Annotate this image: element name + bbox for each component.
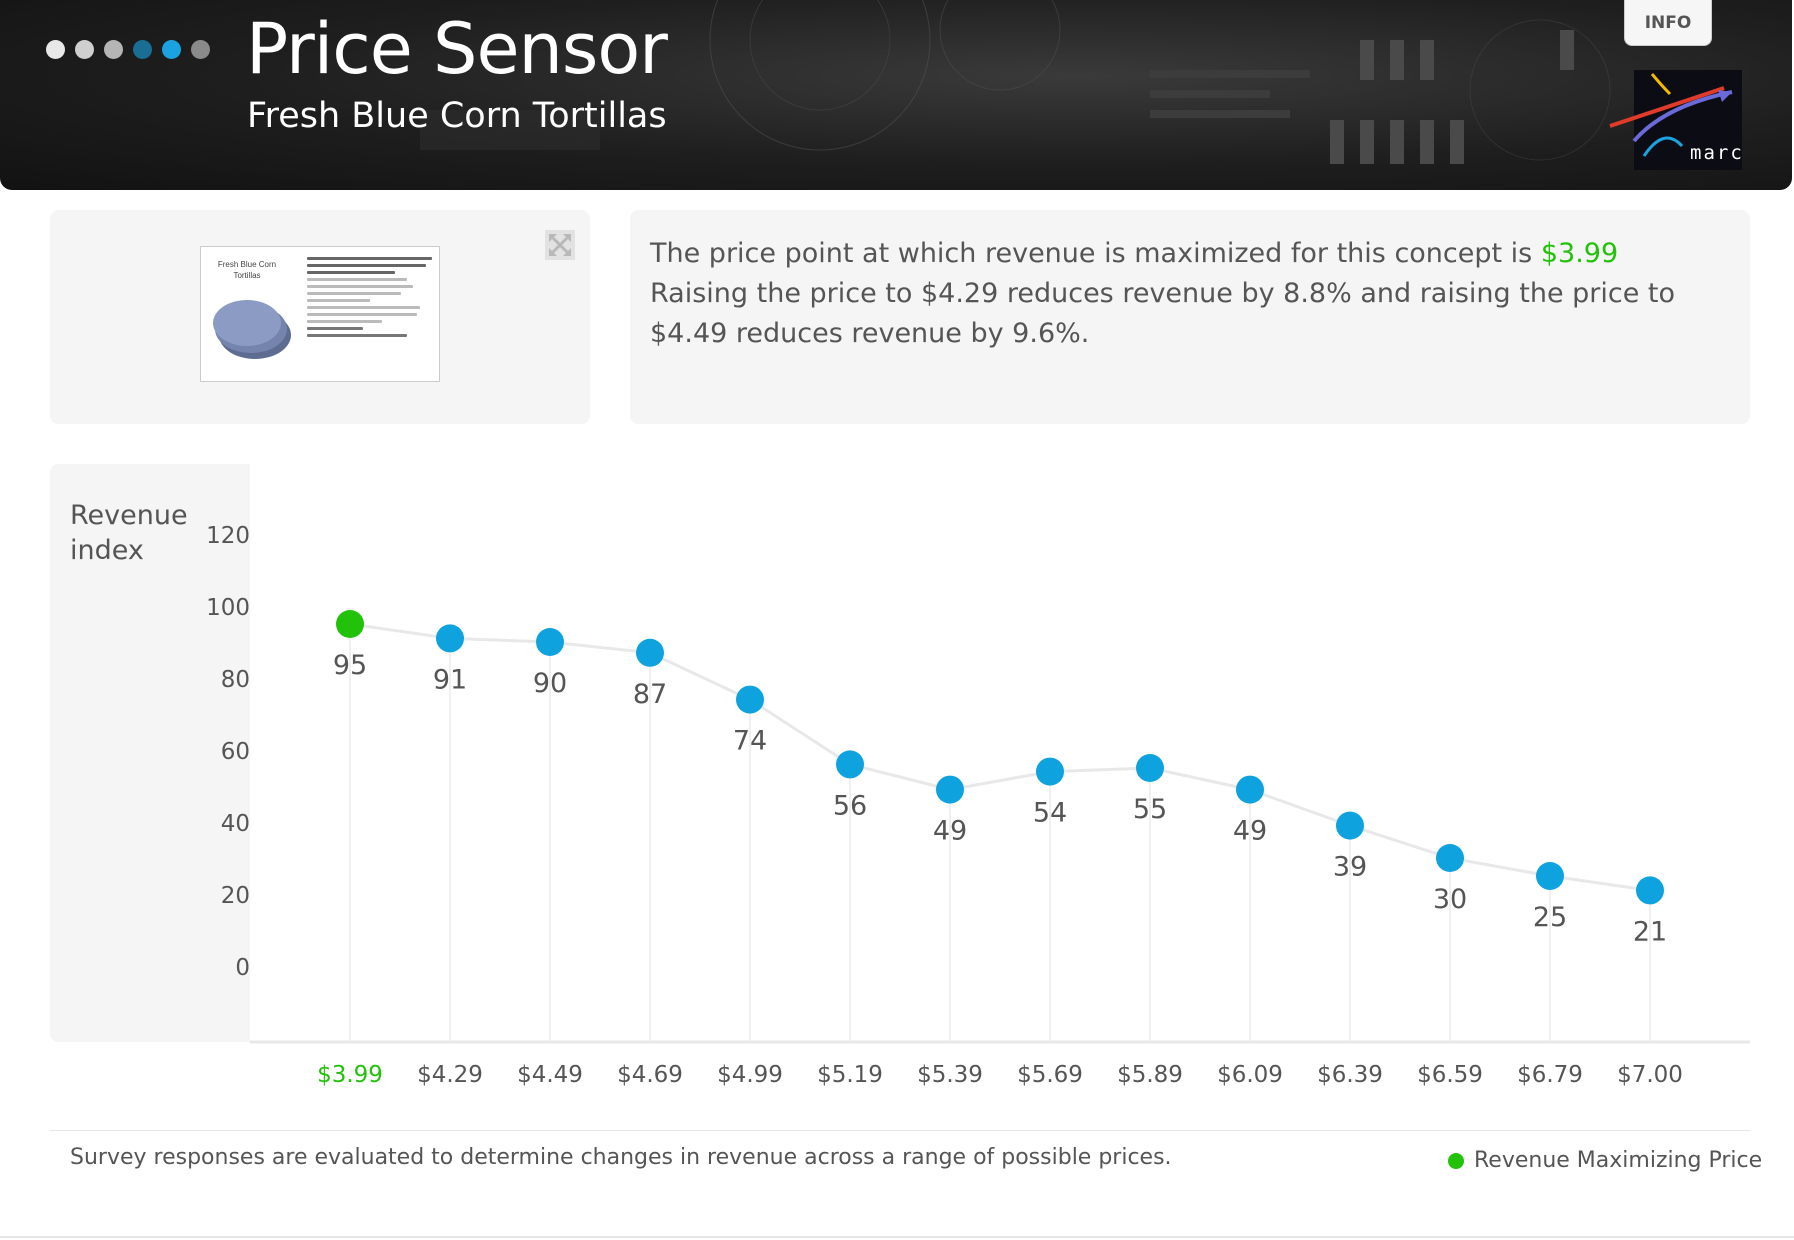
x-tick-label: $7.00 xyxy=(1617,1062,1683,1088)
progress-dot[interactable] xyxy=(133,40,152,59)
data-label: 39 xyxy=(1333,852,1367,883)
summary-line-3: $4.49 reduces revenue by 9.6%. xyxy=(650,318,1090,349)
data-point[interactable] xyxy=(1036,757,1064,786)
data-point[interactable] xyxy=(736,685,764,714)
y-tick-label: 60 xyxy=(221,739,250,765)
data-point[interactable] xyxy=(836,750,864,779)
data-label: 49 xyxy=(1233,816,1267,847)
concept-thumbnail-title: Fresh Blue Corn Tortillas xyxy=(217,260,277,280)
y-axis-label: Revenue index xyxy=(70,498,188,568)
data-label: 25 xyxy=(1533,902,1567,933)
expand-icon[interactable] xyxy=(545,230,575,260)
legend-label: Revenue Maximizing Price xyxy=(1474,1148,1763,1173)
chart-axis-panel: Revenue index xyxy=(50,464,250,1042)
y-axis-label-line: index xyxy=(70,535,144,566)
legend: Revenue Maximizing Price xyxy=(1448,1148,1762,1173)
x-tick-label: $5.69 xyxy=(1017,1062,1083,1088)
progress-dot[interactable] xyxy=(191,40,210,59)
x-tick-label: $6.79 xyxy=(1517,1062,1583,1088)
header-banner: Price Sensor Fresh Blue Corn Tortillas xyxy=(0,0,1792,190)
data-label: 74 xyxy=(733,726,767,757)
series-line xyxy=(349,622,1651,892)
summary-text: The price point at which revenue is maxi… xyxy=(650,234,1730,354)
data-point[interactable] xyxy=(536,628,564,656)
data-label: 49 xyxy=(933,816,967,847)
data-point[interactable] xyxy=(936,775,964,804)
info-button[interactable]: INFO xyxy=(1624,0,1712,46)
header-background-graphic xyxy=(420,0,1611,164)
x-tick-label: $5.39 xyxy=(917,1062,983,1088)
concept-panel: Fresh Blue Corn Tortillas xyxy=(50,210,590,424)
footer-divider xyxy=(50,1130,1750,1131)
data-point[interactable] xyxy=(1336,811,1364,840)
progress-dots xyxy=(46,40,210,59)
x-tick-label: $4.99 xyxy=(717,1062,783,1088)
data-point[interactable] xyxy=(1536,862,1564,890)
data-label: 91 xyxy=(433,664,467,695)
data-point[interactable] xyxy=(1136,754,1164,782)
legend-green-dot xyxy=(1448,1152,1464,1169)
data-point[interactable] xyxy=(436,624,464,653)
summary-line-1: The price point at which revenue is maxi… xyxy=(650,234,1730,274)
x-tick-label: $4.49 xyxy=(517,1062,583,1088)
marc-logo xyxy=(1609,70,1742,170)
progress-dot[interactable] xyxy=(46,40,65,59)
data-point[interactable] xyxy=(1436,844,1464,872)
x-tick-label: $6.59 xyxy=(1417,1062,1483,1088)
data-label: 56 xyxy=(833,790,867,821)
summary-line-2: Raising the price to $4.29 reduces reven… xyxy=(650,278,1676,309)
data-point[interactable] xyxy=(1236,775,1264,804)
x-tick-label: $6.09 xyxy=(1217,1062,1283,1088)
progress-dot[interactable] xyxy=(75,40,94,59)
y-tick-label: 100 xyxy=(206,595,250,621)
data-point[interactable] xyxy=(636,638,664,667)
tortilla-image xyxy=(213,300,291,359)
revenue-chart: 0 20 40 60 80 100 120 95 91 90 87 74 56 49 54 55 49 39 30 2… xyxy=(206,523,1750,1088)
data-label: 95 xyxy=(333,650,367,681)
x-tick-label: $5.89 xyxy=(1117,1062,1183,1088)
y-axis-label-line: Revenue xyxy=(70,500,188,531)
data-label: 30 xyxy=(1433,884,1467,915)
x-tick-label: $5.19 xyxy=(817,1062,883,1088)
data-label: 54 xyxy=(1033,798,1067,829)
progress-dot[interactable] xyxy=(104,40,123,59)
y-tick-label: 120 xyxy=(206,523,250,549)
footnote: Survey responses are evaluated to determ… xyxy=(70,1145,1172,1170)
optimal-price: $3.99 xyxy=(1540,238,1619,269)
x-tick-label: $3.99 xyxy=(317,1062,383,1088)
summary-line-1-text: The price point at which revenue is maxi… xyxy=(650,238,1541,269)
y-tick-label: 40 xyxy=(221,811,250,837)
data-label: 21 xyxy=(1633,916,1667,947)
data-point[interactable] xyxy=(1636,876,1664,905)
page-subtitle: Fresh Blue Corn Tortillas xyxy=(247,96,667,136)
x-tick-label: $4.29 xyxy=(417,1062,483,1088)
summary-panel: The price point at which revenue is maxi… xyxy=(630,210,1750,424)
concept-thumbnail[interactable]: Fresh Blue Corn Tortillas xyxy=(200,246,440,382)
y-tick-label: 0 xyxy=(235,955,250,981)
concept-thumbnail-text xyxy=(307,257,432,341)
data-label: 55 xyxy=(1133,794,1167,825)
y-tick-label: 20 xyxy=(221,883,250,909)
bottom-border xyxy=(0,1236,1794,1238)
x-tick-label: $4.69 xyxy=(617,1062,683,1088)
y-tick-label: 80 xyxy=(221,667,250,693)
data-label: 90 xyxy=(533,668,567,699)
page-title: Price Sensor xyxy=(246,8,668,90)
highlight-data-point[interactable] xyxy=(336,610,364,638)
data-label: 87 xyxy=(633,679,667,710)
progress-dot[interactable] xyxy=(162,40,181,59)
x-tick-label: $6.39 xyxy=(1317,1062,1383,1088)
logo-text: marc xyxy=(1690,142,1744,164)
